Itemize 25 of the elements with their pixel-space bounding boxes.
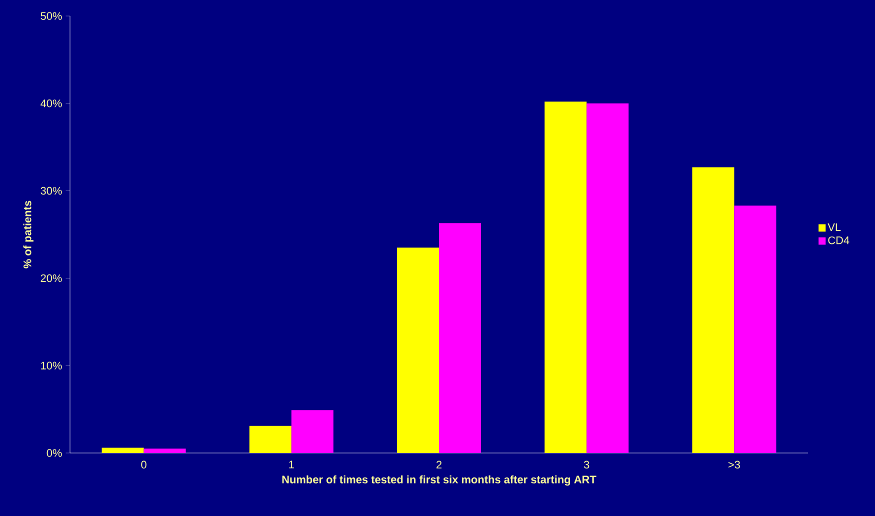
x-tick-label: >3 (728, 460, 740, 469)
x-tick-label: 2 (436, 460, 442, 468)
bar (734, 206, 776, 453)
y-axis-title: % of patients (23, 200, 34, 268)
y-tick-label: 30% (40, 186, 62, 195)
bar (249, 426, 292, 453)
bar (586, 103, 629, 453)
x-tick-label: 1 (289, 460, 294, 468)
y-tick-label: 20% (40, 274, 62, 282)
bar (692, 167, 734, 453)
x-axis-title: Number of times tested in first six months after starting ART (282, 475, 596, 486)
bar (144, 448, 186, 453)
y-tick-label: 10% (41, 362, 62, 370)
legend-label: VL (828, 223, 841, 231)
x-tick-label: 3 (584, 460, 590, 469)
bar (102, 448, 144, 453)
bar (291, 410, 334, 453)
bar (544, 102, 587, 453)
legend-label: CD4 (828, 236, 850, 244)
y-tick-label: 50% (40, 12, 62, 20)
y-tick-label: 0% (46, 449, 62, 457)
bar (397, 248, 439, 453)
y-tick-label: 40% (40, 100, 62, 108)
bar (439, 223, 481, 453)
x-tick-label: 0 (141, 460, 146, 469)
